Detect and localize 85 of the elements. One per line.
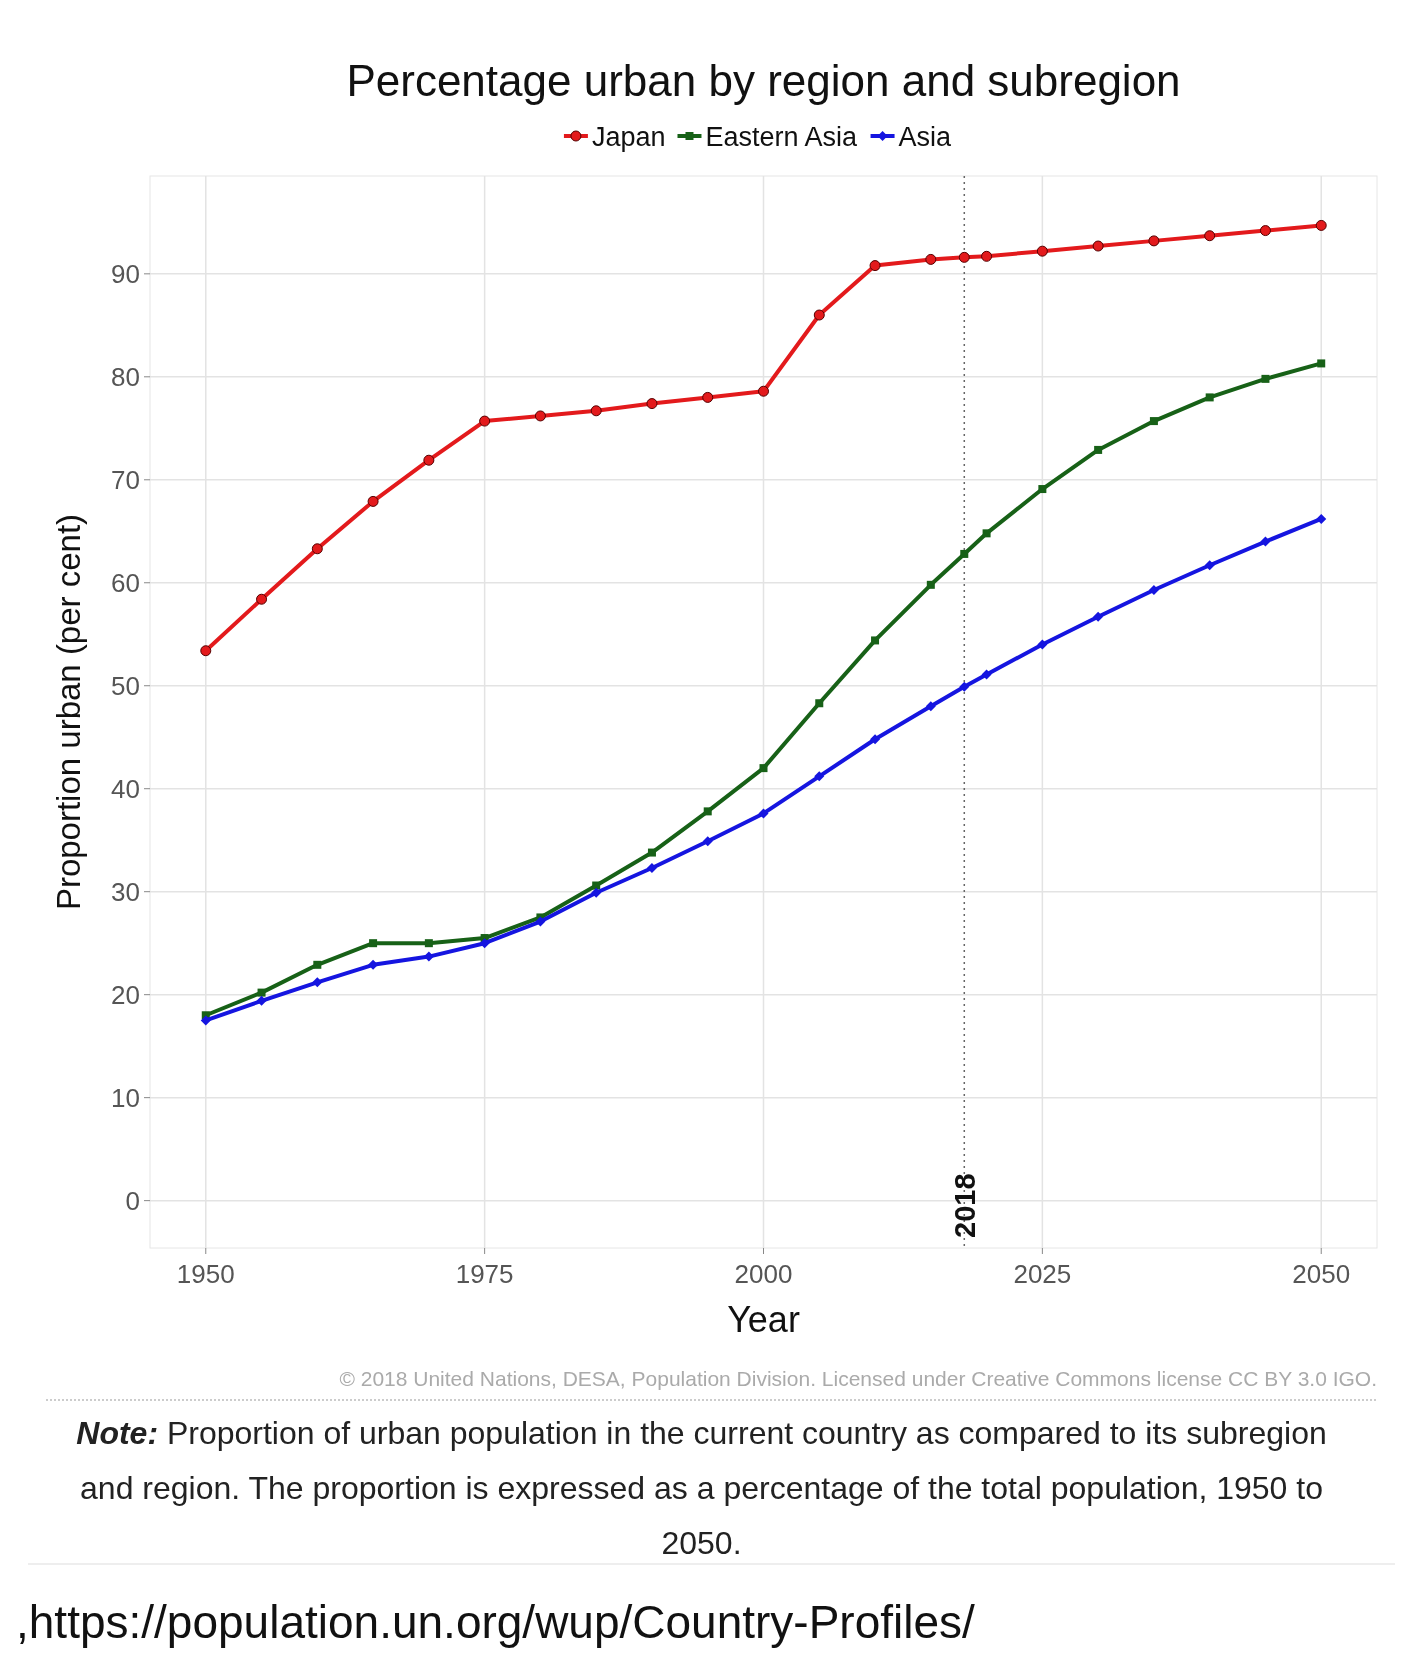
y-tick-label: 0 <box>125 1185 140 1216</box>
point <box>646 398 658 410</box>
point <box>1205 393 1214 402</box>
point <box>1038 485 1047 494</box>
x-tick-label: 1950 <box>176 1259 235 1289</box>
point <box>814 771 825 782</box>
legend-label: Eastern Asia <box>705 122 859 152</box>
x-axis-title: Year <box>727 1299 800 1340</box>
point <box>424 939 433 948</box>
point <box>367 495 379 507</box>
point <box>311 543 323 555</box>
y-tick-label: 70 <box>111 464 140 495</box>
point <box>1317 359 1326 368</box>
point <box>1204 560 1215 571</box>
point <box>1260 536 1271 547</box>
point <box>257 988 266 997</box>
point <box>981 669 992 680</box>
point <box>534 410 546 422</box>
point <box>1037 639 1048 650</box>
point <box>758 385 769 397</box>
point <box>926 580 935 589</box>
point <box>200 645 212 657</box>
point <box>981 250 993 262</box>
y-tick-label: 30 <box>111 876 140 907</box>
point <box>200 1015 211 1026</box>
point <box>313 960 322 969</box>
point <box>925 253 937 265</box>
point <box>815 699 824 708</box>
x-tick-label: 2000 <box>734 1259 793 1289</box>
point <box>758 808 769 819</box>
y-tick-label: 80 <box>111 361 140 392</box>
point <box>1204 230 1216 242</box>
point <box>959 681 970 692</box>
y-tick-label: 50 <box>111 670 140 701</box>
text: Note: Proportion of urban population in the current country as compared to its subregion and region. The proportion is expressed as a percentage of the total population, 1950 to 2050. <box>76 1415 1327 1561</box>
point <box>925 701 936 712</box>
x-tick-label: 1975 <box>455 1259 514 1289</box>
point <box>982 529 991 538</box>
point <box>702 391 714 403</box>
point <box>591 887 602 898</box>
point <box>1093 611 1104 622</box>
point <box>369 939 378 948</box>
point <box>960 549 969 558</box>
point <box>1036 245 1048 257</box>
point <box>1092 240 1104 252</box>
point <box>647 848 656 857</box>
point <box>1261 374 1270 383</box>
point <box>1148 584 1159 595</box>
point <box>646 863 657 874</box>
ref-line-label: 2018 <box>949 1173 982 1238</box>
y-tick-label: 10 <box>111 1082 140 1113</box>
point <box>479 415 491 427</box>
point <box>1094 445 1103 454</box>
point <box>869 260 881 272</box>
point <box>1315 219 1327 231</box>
point <box>702 836 713 847</box>
point <box>256 995 267 1006</box>
y-tick-label: 90 <box>111 258 140 289</box>
point <box>312 977 323 988</box>
point <box>256 593 268 605</box>
y-tick-label: 20 <box>111 979 140 1010</box>
text: ,https://population.un.org/wup/Country-Profiles/ <box>16 1596 976 1648</box>
point <box>813 309 825 321</box>
y-tick-label: 60 <box>111 567 140 598</box>
point <box>535 916 546 927</box>
x-tick-label: 2050 <box>1292 1259 1351 1289</box>
point <box>958 251 970 263</box>
x-tick-label: 2025 <box>1013 1259 1072 1289</box>
y-tick-label: 40 <box>111 773 140 804</box>
chart-title: Percentage urban by region and subregion <box>346 56 1181 105</box>
point <box>871 636 880 645</box>
point <box>1148 235 1160 247</box>
point <box>870 734 881 745</box>
point <box>423 454 435 466</box>
legend-label: Asia <box>898 122 953 152</box>
point <box>1316 513 1327 524</box>
point <box>703 807 712 816</box>
point <box>479 938 490 949</box>
point <box>590 405 602 417</box>
text: © 2018 United Nations, DESA, Population Division. Licensed under Creative Commons license CC BY 3.0 IGO. <box>339 1367 1377 1390</box>
point <box>1149 417 1158 426</box>
y-axis-title: Proportion urban (per cent) <box>50 513 87 911</box>
point <box>1259 225 1271 237</box>
point <box>759 764 768 773</box>
legend-label: Japan <box>591 122 666 152</box>
